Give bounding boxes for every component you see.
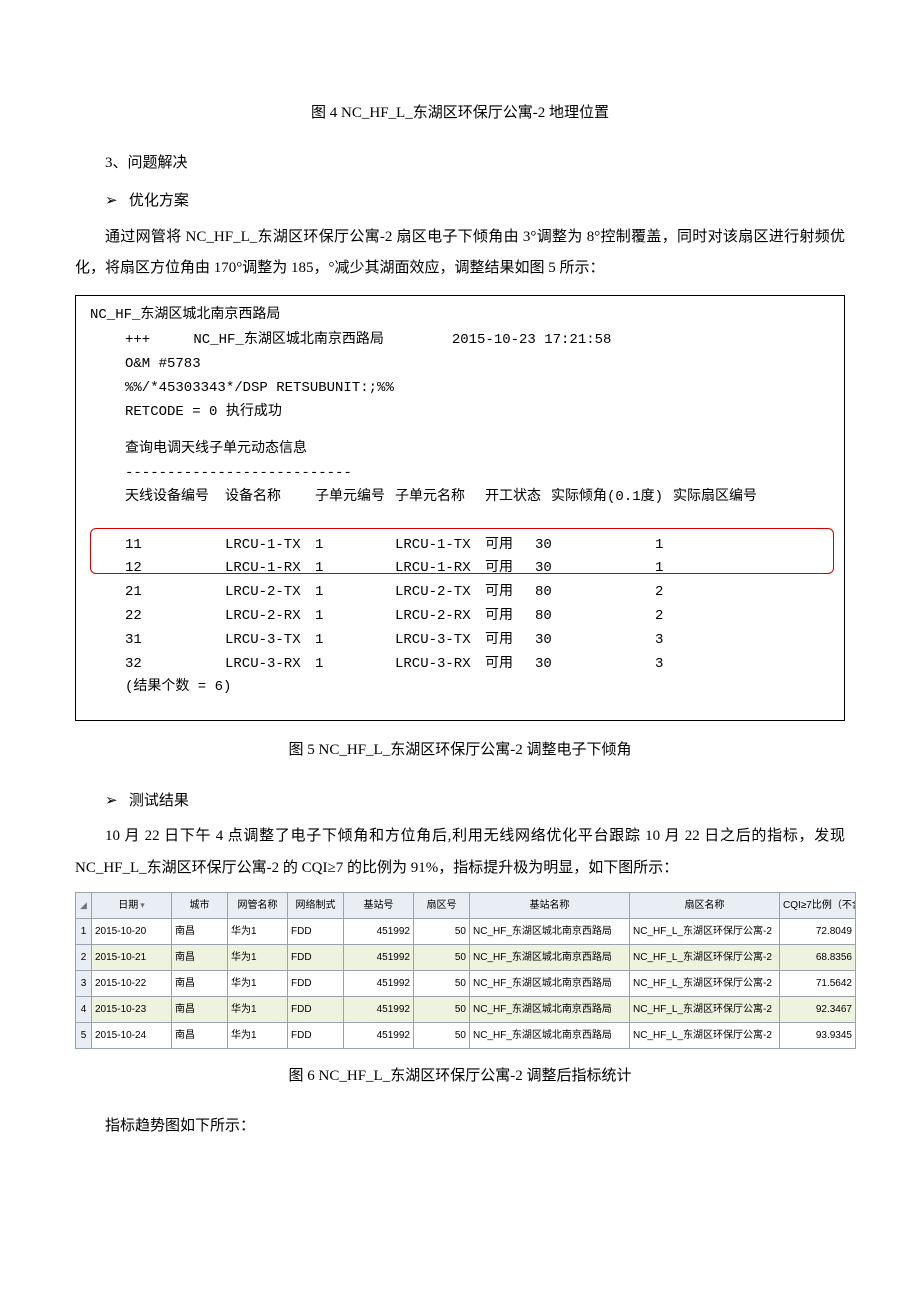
triangle-right-icon: ➢ xyxy=(105,192,118,209)
col-date[interactable]: 日期▾ xyxy=(92,893,172,919)
terminal-output: NC_HF_东湖区城北南京西路局 +++ NC_HF_东湖区城北南京西路局 20… xyxy=(75,295,845,722)
test-result-label: 测试结果 xyxy=(129,793,189,809)
test-result-heading: ➢ 测试结果 xyxy=(75,785,845,818)
trend-line: 指标趋势图如下所示： xyxy=(75,1111,845,1143)
stats-table: ◢ 日期▾ 城市 网管名称 网络制式 基站号 扇区号 基站名称 扇区名称 CQI… xyxy=(75,892,856,1049)
terminal-line: RETCODE = 0 执行成功 xyxy=(90,401,830,425)
terminal-data-rows: 11LRCU-1-TX1LRCU-1-TX可用30112LRCU-1-RX1LR… xyxy=(125,534,735,677)
test-paragraph: 10 月 22 日下午 4 点调整了电子下倾角和方位角后,利用无线网络优化平台跟… xyxy=(75,821,845,884)
terminal-data-row: 12LRCU-1-RX1LRCU-1-RX可用301 xyxy=(125,557,735,581)
stats-table-wrap: ◢ 日期▾ 城市 网管名称 网络制式 基站号 扇区号 基站名称 扇区名称 CQI… xyxy=(75,892,845,1049)
table-row: 52015-10-24南昌华为1FDD45199250NC_HF_东湖区城北南京… xyxy=(76,1023,856,1049)
section-3-title: 3、问题解决 xyxy=(75,148,845,180)
terminal-data-row: 21LRCU-2-TX1LRCU-2-TX可用802 xyxy=(125,581,735,605)
terminal-line: +++ NC_HF_东湖区城北南京西路局 2015-10-23 17:21:58 xyxy=(90,329,830,353)
sort-icon: ▾ xyxy=(140,900,145,910)
terminal-line: 查询电调天线子单元动态信息 xyxy=(90,438,830,462)
terminal-data-row: 22LRCU-2-RX1LRCU-2-RX可用802 xyxy=(125,605,735,629)
col-cqi[interactable]: CQI≥7比例（不含MRC） xyxy=(780,893,856,919)
table-corner: ◢ xyxy=(76,893,92,919)
opt-plan-heading: ➢ 优化方案 xyxy=(75,185,845,218)
triangle-right-icon: ➢ xyxy=(105,792,118,809)
col-nms[interactable]: 网管名称 xyxy=(228,893,288,919)
terminal-count: (结果个数 = 6) xyxy=(90,676,830,700)
terminal-data-row: 32LRCU-3-RX1LRCU-3-RX可用303 xyxy=(125,653,735,677)
col-sec[interactable]: 扇区号 xyxy=(414,893,470,919)
terminal-data-row: 11LRCU-1-TX1LRCU-1-TX可用301 xyxy=(125,534,735,558)
terminal-blank xyxy=(90,424,830,438)
figure4-caption: 图 4 NC_HF_L_东湖区环保厅公寓-2 地理位置 xyxy=(75,98,845,130)
col-net[interactable]: 网络制式 xyxy=(288,893,344,919)
terminal-line: --------------------------- xyxy=(90,462,830,486)
terminal-header-row: 天线设备编号 设备名称 子单元编号 子单元名称 开工状态 实际倾角(0.1度) … xyxy=(125,486,767,510)
terminal-line: %%/*45303343*/DSP RETSUBUNIT:;%% xyxy=(90,377,830,401)
table-header-row: ◢ 日期▾ 城市 网管名称 网络制式 基站号 扇区号 基站名称 扇区名称 CQI… xyxy=(76,893,856,919)
terminal-line: O&M #5783 xyxy=(90,353,830,377)
table-row: 42015-10-23南昌华为1FDD45199250NC_HF_东湖区城北南京… xyxy=(76,997,856,1023)
table-row: 12015-10-20南昌华为1FDD45199250NC_HF_东湖区城北南京… xyxy=(76,919,856,945)
terminal-data-row: 31LRCU-3-TX1LRCU-3-TX可用303 xyxy=(125,629,735,653)
col-bts[interactable]: 基站号 xyxy=(344,893,414,919)
table-row: 32015-10-22南昌华为1FDD45199250NC_HF_东湖区城北南京… xyxy=(76,971,856,997)
terminal-table: 天线设备编号 设备名称 子单元编号 子单元名称 开工状态 实际倾角(0.1度) … xyxy=(125,486,767,534)
figure6-caption: 图 6 NC_HF_L_东湖区环保厅公寓-2 调整后指标统计 xyxy=(75,1061,845,1093)
opt-paragraph: 通过网管将 NC_HF_L_东湖区环保厅公寓-2 扇区电子下倾角由 3°调整为 … xyxy=(75,222,845,285)
terminal-title: NC_HF_东湖区城北南京西路局 xyxy=(90,304,830,328)
table-row: 22015-10-21南昌华为1FDD45199250NC_HF_东湖区城北南京… xyxy=(76,945,856,971)
col-secn[interactable]: 扇区名称 xyxy=(630,893,780,919)
terminal-blank-row xyxy=(125,510,767,534)
figure5-caption: 图 5 NC_HF_L_东湖区环保厅公寓-2 调整电子下倾角 xyxy=(75,735,845,767)
col-city[interactable]: 城市 xyxy=(172,893,228,919)
col-btsn[interactable]: 基站名称 xyxy=(470,893,630,919)
opt-plan-label: 优化方案 xyxy=(129,193,189,209)
